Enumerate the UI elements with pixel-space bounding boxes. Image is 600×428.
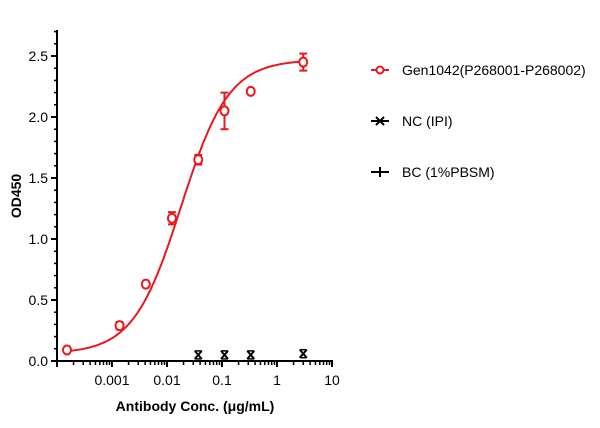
data-point <box>166 212 177 224</box>
plot-area <box>62 52 309 360</box>
plus-marker-icon <box>371 167 389 177</box>
legend-label: BC (1%PBSM) <box>402 164 495 180</box>
x-tick-label: 0.001 <box>94 372 129 388</box>
data-point <box>193 154 204 166</box>
y-tick-label: 1.5 <box>29 170 49 186</box>
y-tick-label: 2.5 <box>29 48 49 64</box>
x-marker-stroke <box>193 350 203 360</box>
legend-item-gen1042: Gen1042(P268001-P268002) <box>371 62 586 78</box>
legend: Gen1042(P268001-P268002) NC (IPI) BC (1%… <box>371 62 586 180</box>
x-marker-icon <box>371 116 389 126</box>
data-point <box>114 320 125 332</box>
data-point <box>62 344 73 356</box>
x-tick-label: 1 <box>273 372 281 388</box>
x-marker-stroke <box>246 350 255 360</box>
x-marker-stroke <box>220 350 229 360</box>
open-circle-marker-icon <box>371 65 389 75</box>
y-tick-label: 1.0 <box>29 231 49 247</box>
y-tick-label: 0.0 <box>29 353 49 369</box>
data-point <box>219 105 230 117</box>
legend-item-nc: NC (IPI) <box>371 113 453 129</box>
data-point <box>298 56 309 68</box>
legend-circle <box>375 65 385 75</box>
y-axis-title: OD450 <box>8 174 24 219</box>
y-tick-label: 2.0 <box>29 109 49 125</box>
legend-x <box>375 116 385 126</box>
data-point <box>140 278 151 290</box>
x-tick-label: 0.01 <box>153 372 180 388</box>
data-point <box>245 85 256 97</box>
y-tick-label: 0.5 <box>29 292 49 308</box>
legend-label: NC (IPI) <box>402 113 453 129</box>
axes: 0.0 0.5 1.0 1.5 2.0 2.5 0.001 0.01 0.1 1 10 <box>29 30 340 388</box>
fit-curve <box>66 60 304 353</box>
x-tick-label: 0.1 <box>212 372 232 388</box>
legend-item-bc: BC (1%PBSM) <box>371 164 495 180</box>
x-marker-stroke <box>298 349 308 359</box>
x-axis-title: Antibody Conc. (μg/mL) <box>116 398 275 414</box>
legend-label: Gen1042(P268001-P268002) <box>402 62 586 78</box>
x-tick-label: 10 <box>324 372 340 388</box>
